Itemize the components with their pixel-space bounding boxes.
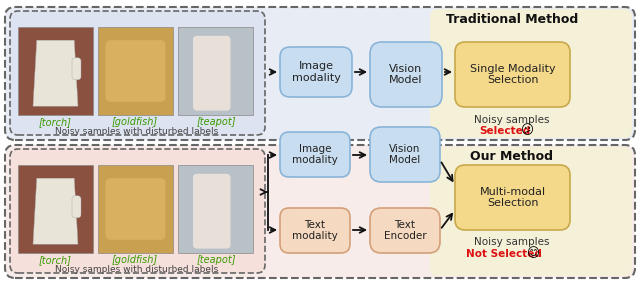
FancyBboxPatch shape <box>430 9 632 138</box>
Text: 😊: 😊 <box>527 247 540 260</box>
FancyBboxPatch shape <box>72 58 81 80</box>
FancyBboxPatch shape <box>430 147 632 276</box>
FancyBboxPatch shape <box>98 27 173 115</box>
Text: Image
modality: Image modality <box>292 144 338 165</box>
Text: Text
Encoder: Text Encoder <box>384 220 426 241</box>
Text: Noisy samples with disturbed labels: Noisy samples with disturbed labels <box>56 266 219 274</box>
Text: [teapot]: [teapot] <box>196 255 236 265</box>
FancyBboxPatch shape <box>18 165 93 253</box>
FancyBboxPatch shape <box>178 27 253 115</box>
Polygon shape <box>33 178 78 244</box>
Polygon shape <box>33 40 78 106</box>
FancyBboxPatch shape <box>193 174 230 249</box>
Text: [goldfish]: [goldfish] <box>112 255 158 265</box>
FancyBboxPatch shape <box>455 165 570 230</box>
FancyBboxPatch shape <box>106 40 166 102</box>
Text: [teapot]: [teapot] <box>196 117 236 127</box>
FancyBboxPatch shape <box>98 165 173 253</box>
Text: Traditional Method: Traditional Method <box>446 13 578 26</box>
Text: Image
modality: Image modality <box>292 61 340 83</box>
Text: Vision
Model: Vision Model <box>389 144 420 165</box>
FancyBboxPatch shape <box>280 208 350 253</box>
Text: Noisy samples: Noisy samples <box>474 115 550 125</box>
FancyBboxPatch shape <box>106 178 166 240</box>
FancyBboxPatch shape <box>193 36 230 111</box>
Text: Not Selected: Not Selected <box>466 249 542 259</box>
FancyBboxPatch shape <box>5 7 635 140</box>
Text: Our Method: Our Method <box>470 150 554 163</box>
Text: Multi-modal
Selection: Multi-modal Selection <box>479 187 545 208</box>
FancyBboxPatch shape <box>370 127 440 182</box>
Text: Noisy samples: Noisy samples <box>474 237 550 247</box>
FancyBboxPatch shape <box>455 42 570 107</box>
FancyBboxPatch shape <box>5 145 635 278</box>
FancyBboxPatch shape <box>280 132 350 177</box>
FancyBboxPatch shape <box>72 196 81 218</box>
Text: Selected: Selected <box>479 126 531 136</box>
FancyBboxPatch shape <box>10 11 265 135</box>
Text: [torch]: [torch] <box>38 255 72 265</box>
Text: Text
modality: Text modality <box>292 220 338 241</box>
Text: [torch]: [torch] <box>38 117 72 127</box>
FancyBboxPatch shape <box>370 208 440 253</box>
FancyBboxPatch shape <box>370 42 442 107</box>
FancyBboxPatch shape <box>178 165 253 253</box>
Text: Single Modality
Selection: Single Modality Selection <box>470 64 556 85</box>
Text: 😕: 😕 <box>520 125 534 137</box>
Text: Noisy samples with disturbed labels: Noisy samples with disturbed labels <box>56 127 219 137</box>
FancyBboxPatch shape <box>280 47 352 97</box>
Text: [goldfish]: [goldfish] <box>112 117 158 127</box>
Text: Vision
Model: Vision Model <box>389 64 423 85</box>
FancyBboxPatch shape <box>18 27 93 115</box>
FancyBboxPatch shape <box>10 149 265 273</box>
